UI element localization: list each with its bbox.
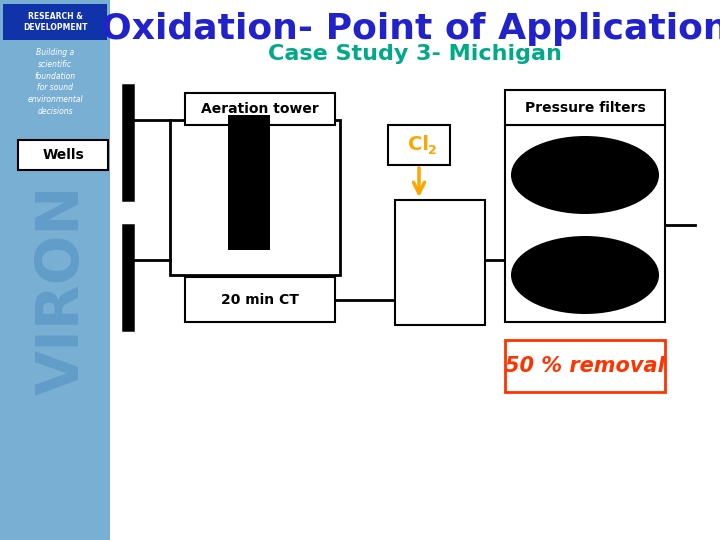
Bar <box>228 115 270 250</box>
Bar <box>18 140 108 170</box>
Text: Aeration tower: Aeration tower <box>201 102 319 116</box>
Bar <box>505 90 665 125</box>
Text: Case Study 3- Michigan: Case Study 3- Michigan <box>268 44 562 64</box>
Bar <box>170 120 340 275</box>
Text: Oxidation- Point of Application: Oxidation- Point of Application <box>102 12 720 46</box>
Text: Building a
scientific
foundation
for sound
environmental
decisions: Building a scientific foundation for sou… <box>27 48 83 116</box>
Ellipse shape <box>511 136 659 214</box>
Text: 20 min CT: 20 min CT <box>221 293 299 307</box>
Bar <box>185 93 335 125</box>
Text: RESEARCH &
DEVELOPMENT: RESEARCH & DEVELOPMENT <box>23 12 87 32</box>
Bar <box>505 340 665 392</box>
Text: Cl: Cl <box>408 136 429 154</box>
Bar <box>3 4 107 40</box>
Text: Pressure filters: Pressure filters <box>525 101 645 115</box>
Text: VIRON: VIRON <box>34 185 91 395</box>
Text: 50 % removal: 50 % removal <box>505 356 665 376</box>
Text: Wells: Wells <box>42 148 84 162</box>
Bar <box>185 277 335 322</box>
Bar <box>0 0 110 540</box>
Bar <box>388 125 450 165</box>
Text: 2: 2 <box>428 145 437 158</box>
Bar <box>395 200 485 325</box>
Bar <box>505 125 665 322</box>
Ellipse shape <box>511 236 659 314</box>
